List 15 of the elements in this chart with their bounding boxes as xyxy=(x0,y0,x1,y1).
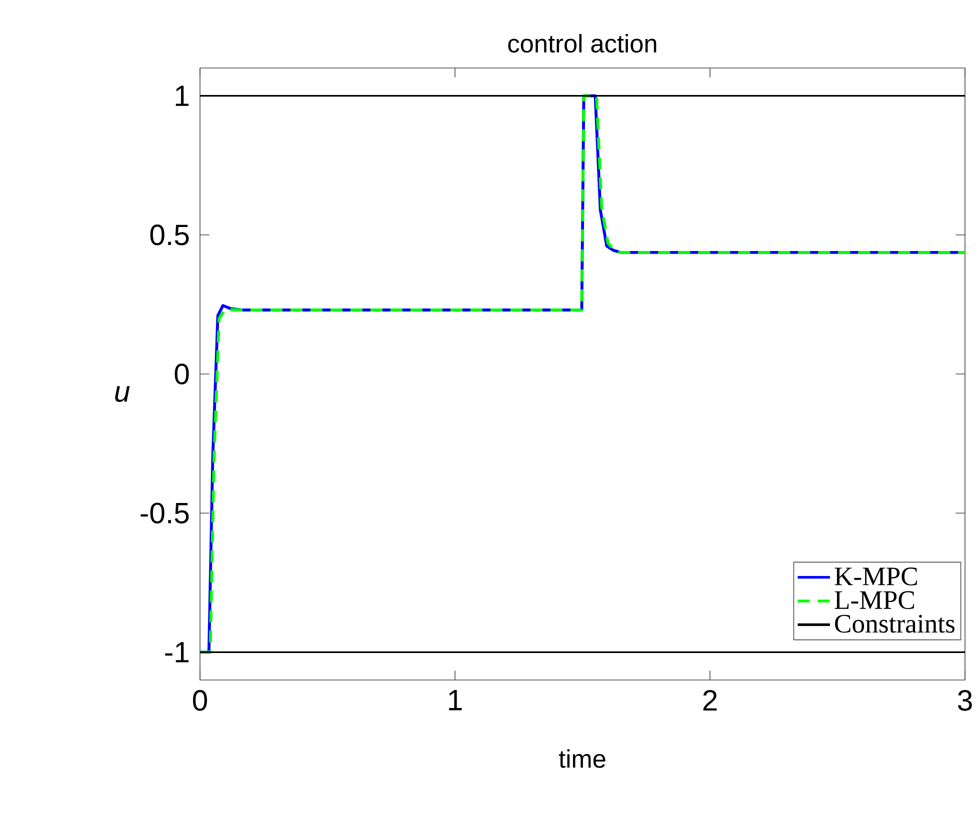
y-tick-label: -1 xyxy=(165,642,189,662)
legend-label: K-MPC xyxy=(834,568,917,586)
chart-title: control action xyxy=(508,34,656,53)
x-tick-label: 0 xyxy=(192,690,208,711)
y-axis-title: u xyxy=(115,386,130,402)
x-tick-label: 2 xyxy=(703,690,717,711)
y-tick-label: 0.5 xyxy=(150,224,189,246)
x-tick-label: 3 xyxy=(958,690,972,711)
y-tick-label: 0 xyxy=(174,364,189,384)
y-tick-label: -0.5 xyxy=(140,502,189,524)
x-tick-label: 1 xyxy=(449,690,462,710)
x-axis-title: time xyxy=(558,749,606,768)
legend-label: L-MPC xyxy=(834,591,914,610)
legend-label: Constraints xyxy=(835,614,954,633)
y-tick-label: 1 xyxy=(176,86,189,106)
